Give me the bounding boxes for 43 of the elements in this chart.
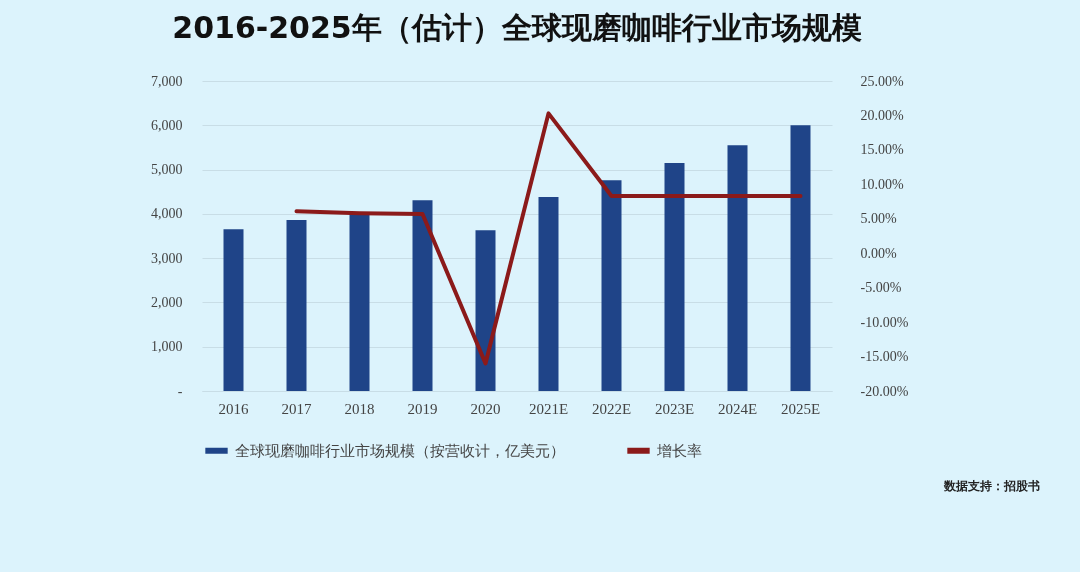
y2-tick-label: 10.00% <box>860 176 904 192</box>
text: 数据支持：招股书 <box>944 478 1040 495</box>
y-tick-label: 6,000 <box>151 117 183 133</box>
bar <box>790 125 811 391</box>
y2-tick-label: 15.00% <box>860 142 904 158</box>
x-tick-label: 2019 <box>407 400 438 417</box>
x-tick-label: 2024E <box>717 400 758 417</box>
y2-tick-label: -5.00% <box>860 280 902 296</box>
x-tick-label: 2016 <box>218 400 249 417</box>
x-tick-label: 2023E <box>654 400 695 417</box>
y-tick-label: - <box>177 383 183 399</box>
y2-tick-label: -10.00% <box>860 314 909 330</box>
bar <box>475 230 496 391</box>
x-tick-label: 2018 <box>344 400 375 417</box>
y2-tick-label: -15.00% <box>860 349 909 365</box>
line-series <box>294 111 803 366</box>
bar <box>538 197 559 391</box>
y-tick-label: 3,000 <box>151 250 183 266</box>
y-tick-label: 7,000 <box>151 73 183 89</box>
x-tick-label: 2020 <box>470 400 501 417</box>
bar <box>727 145 748 391</box>
x-tick-label: 2017 <box>281 400 312 417</box>
y2-tick-label: 5.00% <box>860 211 897 227</box>
y-tick-label: 2,000 <box>151 294 183 310</box>
y-tick-label: 1,000 <box>151 339 183 355</box>
x-tick-label: 2025E <box>780 400 821 417</box>
chart-title: 2016-2025年（估计）全球现磨咖啡行业市场规模 <box>172 10 862 45</box>
x-tick-label: 2022E <box>591 400 632 417</box>
bar <box>223 229 244 391</box>
y-tick-label: 4,000 <box>151 206 183 222</box>
bar <box>286 220 307 391</box>
y2-tick-label: 25.00% <box>860 73 904 89</box>
y-tick-label: 5,000 <box>151 162 183 178</box>
legend-label: 全球现磨咖啡行业市场规模（按营收计，亿美元） <box>235 441 565 460</box>
y2-tick-label: -20.00% <box>860 383 909 399</box>
y2-tick-label: 0.00% <box>860 245 897 261</box>
bar <box>664 162 685 391</box>
x-tick-label: 2021E <box>528 400 569 417</box>
bar <box>601 180 622 391</box>
bar <box>349 212 370 391</box>
legend-label: 增长率 <box>656 441 702 460</box>
bar <box>412 200 433 391</box>
y2-tick-label: 20.00% <box>860 107 904 123</box>
